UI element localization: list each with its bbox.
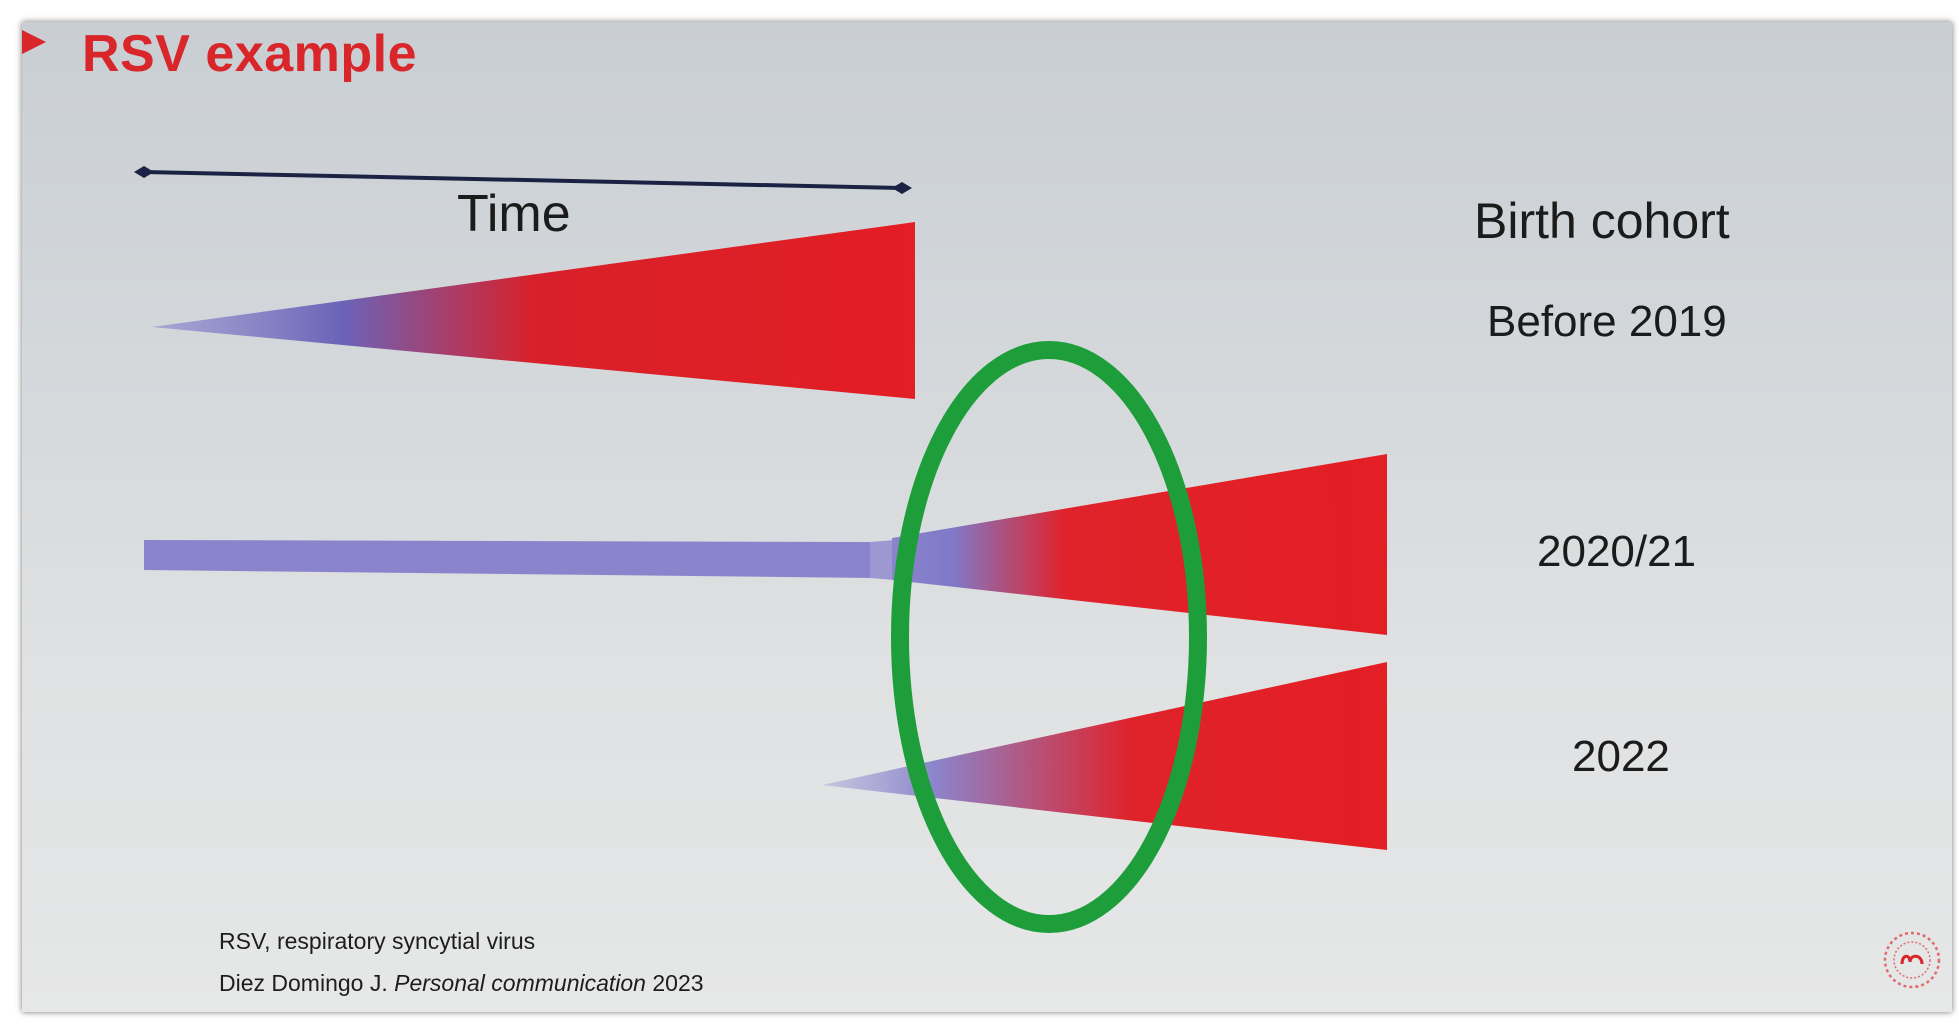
cohort-2020-21-connector <box>870 540 894 580</box>
citation-year: 2023 <box>652 970 704 996</box>
cohort-diagram <box>134 166 1387 933</box>
slide: RSV example Time Birth cohort Before 201… <box>22 22 1952 1012</box>
cohort-label-2022: 2022 <box>1572 732 1670 781</box>
cohort-2020-21-shape <box>144 454 1387 635</box>
citation-author: Diez Domingo J. <box>219 970 388 996</box>
time-label: Time <box>457 185 571 243</box>
time-arrow <box>134 166 912 194</box>
slide-title: RSV example <box>82 25 417 83</box>
abbreviation-footnote: RSV, respiratory syncytial virus <box>219 928 536 954</box>
citation-footnote: Diez Domingo J. Personal communication 2… <box>219 970 704 997</box>
birth-cohort-heading: Birth cohort <box>1474 193 1730 249</box>
cohort-label-2020-21: 2020/21 <box>1537 527 1697 576</box>
cohort-before-2019-wedge <box>152 222 915 399</box>
cohort-2022-wedge <box>822 662 1387 850</box>
red-circular-logo-icon <box>1883 931 1941 989</box>
cohort-2020-21-band <box>144 540 874 578</box>
time-arrow-left-head <box>134 166 154 178</box>
time-arrow-right-head <box>892 182 912 194</box>
citation-title: Personal communication <box>394 970 646 996</box>
red-triangle-bullet-icon <box>22 30 46 54</box>
cohort-2020-21-wedge <box>892 454 1387 635</box>
cohort-label-before-2019: Before 2019 <box>1487 297 1727 346</box>
highlight-ring <box>891 341 1207 933</box>
